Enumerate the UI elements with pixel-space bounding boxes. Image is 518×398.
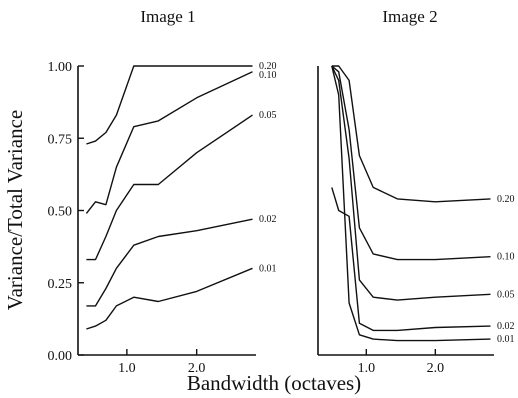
image-1-series-line-0_10 — [85, 71, 253, 214]
image-1-series-label: 0.10 — [259, 70, 277, 81]
image-1-y-tick-label: 1.00 — [48, 60, 73, 75]
image-2-series-label: 0.10 — [497, 252, 515, 263]
image-1-y-tick-label: 0.75 — [48, 132, 73, 147]
image-2-series-label: 0.05 — [497, 289, 515, 300]
x-axis-label: Bandwidth (octaves) — [187, 371, 361, 395]
image-1-series-line-0_01 — [86, 267, 253, 330]
image-2-series-line-0_10 — [331, 65, 491, 261]
image-2-series-line-0_20 — [331, 65, 491, 203]
image-2-series-line-0_01 — [331, 65, 491, 342]
image-1-series-label: 0.20 — [259, 61, 277, 72]
chart-title-image-2: Image 2 — [382, 7, 437, 26]
image-1-series-line-0_20 — [86, 65, 253, 145]
image-2-series-line-0_05 — [331, 65, 491, 301]
chart-title-image-1: Image 1 — [140, 7, 195, 26]
image-2-x-tick-label: 1.0 — [358, 361, 376, 376]
image-2-x-tick-label: 2.0 — [427, 361, 445, 376]
image-1-y-tick-label: 0.00 — [48, 349, 73, 364]
chart-panel-image-1: 0.00 0.25 0.50 0.75 1.00 1.0 2.0 0.200.10 0.05 0.… — [48, 60, 277, 376]
image-1-x-tick-label: 1.0 — [118, 361, 136, 376]
y-axis-label: Variance/Total Variance — [3, 110, 27, 310]
image-1-series-line-0_02 — [86, 218, 253, 307]
image-1-x-tick-label: 2.0 — [188, 361, 206, 376]
image-1-y-tick-label: 0.25 — [48, 277, 73, 292]
image-2-series-line-0_02 — [331, 187, 491, 332]
image-1-y-tick-label: 0.50 — [48, 205, 73, 220]
image-1-series-line-0_05 — [86, 114, 253, 261]
image-2-series-label: 0.02 — [497, 321, 515, 332]
chart-panel-image-2: 1.0 2.0 0.20 0.10 0.05 0.02 0.01 — [317, 65, 515, 376]
image-1-series-label: 0.02 — [259, 214, 277, 225]
image-1-series-label: 0.05 — [259, 110, 277, 121]
image-2-series-label: 0.01 — [497, 334, 515, 345]
image-2-series-label: 0.20 — [497, 194, 515, 205]
image-1-series-label: 0.01 — [259, 263, 277, 274]
